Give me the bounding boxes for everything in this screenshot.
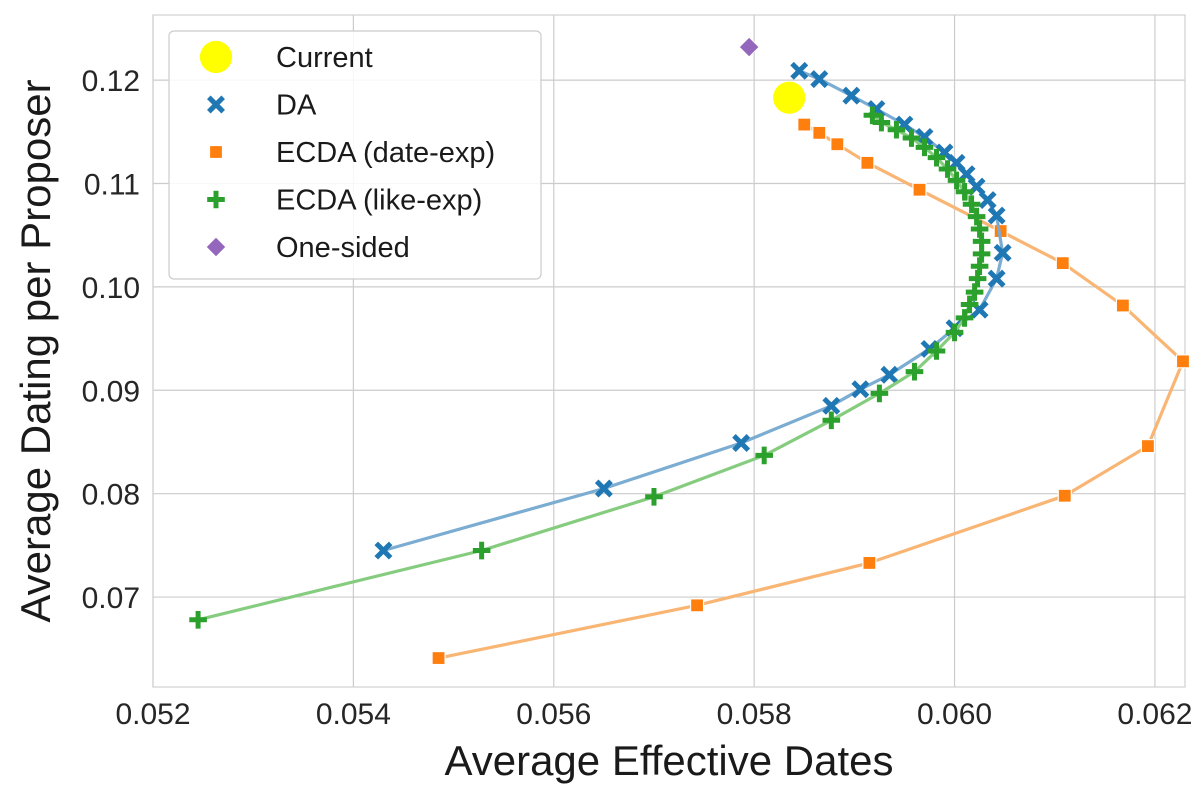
data-point-ecda-like-exp [967,207,986,226]
y-tick-label: 0.09 [82,375,140,408]
legend-marker [208,144,224,160]
data-point-da [790,61,809,80]
data-point-ecda-like-exp [955,309,974,327]
data-point-ecda-like-exp [938,160,957,178]
y-tick-label: 0.10 [82,272,140,305]
y-tick-label: 0.11 [84,169,140,202]
x-axis-label: Average Effective Dates [444,737,893,784]
x-tick-label: 0.062 [1117,698,1192,731]
data-point-one-sided [738,36,760,58]
data-point-ecda-date-exp [812,125,827,140]
y-tick-label: 0.08 [82,479,140,512]
y-tick-label: 0.12 [82,65,140,98]
x-tick-label: 0.054 [316,698,391,731]
data-point-ecda-date-exp [1175,354,1191,369]
data-point-ecda-like-exp [870,384,889,403]
data-point-da [810,70,829,89]
data-point-ecda-like-exp [965,283,984,301]
data-point-da [915,128,934,146]
series-line-ecda-date-exp [438,123,1185,660]
x-tick-label: 0.058 [717,698,792,731]
legend: Current DA ECDA (date-exp) ECDA (like-exp) O… [168,30,542,280]
series-layer [189,36,1191,666]
data-point-ecda-date-exp [1055,256,1070,271]
legend-label: Current [276,42,373,74]
plot-frame [152,14,1186,688]
data-point-ecda-date-exp [1057,488,1072,503]
data-point-ecda-like-exp [927,148,946,167]
y-tick-label: 0.07 [82,582,140,615]
data-point-ecda-like-exp [955,182,974,201]
y-axis-label: Average Dating per Proposer [12,79,59,622]
data-point-ecda-like-exp [887,120,906,139]
data-point-da [987,206,1006,225]
legend-box [168,30,542,280]
x-tick-label: 0.060 [917,698,992,731]
legend-marker [199,40,233,74]
data-point-ecda-like-exp [970,220,989,238]
data-point-ecda-date-exp [1140,439,1156,454]
x-tick-label: 0.056 [516,698,591,731]
data-point-da [732,434,751,452]
data-point-ecda-like-exp [962,195,981,213]
series-one-sided [738,36,760,58]
x-tick-label: 0.052 [115,698,190,731]
legend-marker [205,236,227,258]
legend-label: ECDA (date-exp) [276,137,495,169]
data-point-da [374,541,393,560]
data-point-da [987,269,1006,288]
legend-marker [207,190,225,209]
data-point-da [851,380,870,399]
data-point-ecda-date-exp [830,137,845,152]
data-point-ecda-like-exp [945,323,964,342]
data-point-ecda-like-exp [902,129,921,147]
data-point-ecda-like-exp [822,411,841,430]
data-point-ecda-like-exp [947,171,966,190]
data-point-ecda-like-exp [863,106,882,125]
data-point-ecda-date-exp [860,155,875,170]
data-point-ecda-date-exp [1115,298,1130,313]
data-point-ecda-date-exp [912,182,927,197]
data-point-da [822,396,841,415]
tick-labels: 0.052 0.054 0.056 0.058 0.060 0.062 0.07 0.08 0.… [82,65,1193,731]
data-point-ecda-like-exp [960,295,979,314]
data-point-ecda-like-exp [905,362,924,381]
legend-label: ECDA (like-exp) [276,185,482,217]
data-point-ecda-date-exp [862,555,877,571]
series-ecda-like-exp [189,106,991,629]
legend-label: DA [276,90,317,122]
series-current [773,81,806,114]
data-point-ecda-date-exp [431,650,446,666]
data-point-ecda-date-exp [689,598,705,613]
data-point-current [773,81,806,114]
data-point-da [594,479,613,498]
data-point-ecda-like-exp [472,541,491,560]
data-point-da [880,365,899,384]
data-point-ecda-like-exp [927,342,946,360]
data-point-ecda-like-exp [755,446,773,465]
data-point-ecda-date-exp [797,117,812,132]
data-point-da [842,86,861,105]
data-point-ecda-like-exp [915,138,934,157]
series-ecda-date-exp [431,117,1191,666]
data-point-ecda-like-exp [872,113,891,132]
legend-marker [207,95,225,114]
data-point-ecda-like-exp [189,611,207,629]
data-point-ecda-like-exp [645,487,663,506]
data-point-da [978,191,997,210]
legend-label: One-sided [276,232,410,264]
data-point-da [993,243,1012,262]
